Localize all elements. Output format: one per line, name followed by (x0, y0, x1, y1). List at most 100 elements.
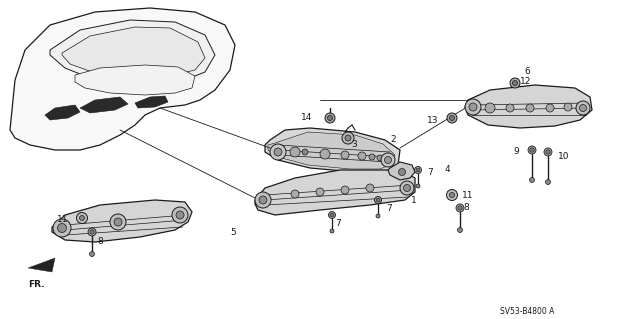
Polygon shape (62, 27, 205, 77)
Polygon shape (52, 200, 192, 242)
Circle shape (577, 104, 583, 110)
Circle shape (458, 206, 462, 210)
Circle shape (291, 190, 299, 198)
Circle shape (58, 224, 67, 233)
Circle shape (366, 184, 374, 192)
Circle shape (172, 207, 188, 223)
Polygon shape (28, 258, 55, 272)
Circle shape (274, 148, 282, 156)
Text: 5: 5 (230, 228, 236, 237)
Circle shape (416, 184, 420, 188)
Circle shape (449, 192, 454, 197)
Circle shape (546, 150, 550, 154)
Circle shape (302, 149, 308, 155)
Text: 7: 7 (427, 168, 433, 177)
Circle shape (376, 214, 380, 218)
Circle shape (403, 184, 410, 191)
Circle shape (513, 80, 518, 85)
Circle shape (114, 218, 122, 226)
Text: 14: 14 (301, 113, 312, 122)
Text: 13: 13 (426, 116, 438, 125)
Circle shape (545, 180, 550, 184)
Circle shape (447, 189, 458, 201)
Circle shape (330, 213, 334, 217)
Circle shape (415, 167, 422, 174)
Circle shape (385, 157, 392, 164)
Text: 2: 2 (390, 135, 396, 144)
Polygon shape (265, 128, 400, 172)
Circle shape (330, 229, 334, 233)
Text: 6: 6 (524, 67, 530, 76)
Circle shape (79, 216, 84, 220)
Text: 12: 12 (520, 77, 531, 86)
Circle shape (341, 151, 349, 159)
Text: 7: 7 (335, 219, 340, 228)
Circle shape (530, 148, 534, 152)
Circle shape (381, 153, 395, 167)
Circle shape (579, 105, 586, 112)
Circle shape (374, 197, 381, 204)
Circle shape (110, 214, 126, 230)
Circle shape (528, 146, 536, 154)
Polygon shape (255, 170, 415, 215)
Circle shape (255, 192, 271, 208)
Circle shape (358, 152, 366, 160)
Text: 1: 1 (411, 196, 417, 205)
Circle shape (510, 78, 520, 88)
Circle shape (328, 211, 335, 219)
Circle shape (458, 227, 463, 233)
Circle shape (328, 115, 333, 121)
Circle shape (564, 103, 572, 111)
Circle shape (320, 149, 330, 159)
Circle shape (400, 181, 414, 195)
Circle shape (447, 113, 457, 123)
Text: 10: 10 (558, 152, 570, 161)
Circle shape (270, 144, 286, 160)
Text: 8: 8 (463, 203, 468, 212)
Circle shape (290, 147, 300, 157)
Circle shape (456, 204, 464, 212)
Circle shape (377, 155, 383, 161)
Circle shape (546, 104, 554, 112)
Polygon shape (135, 96, 168, 108)
Circle shape (77, 212, 88, 224)
Circle shape (325, 113, 335, 123)
Text: 9: 9 (513, 147, 519, 156)
Circle shape (469, 103, 477, 111)
Circle shape (88, 228, 96, 236)
Text: 3: 3 (351, 140, 357, 149)
Circle shape (416, 168, 420, 172)
Circle shape (342, 132, 354, 144)
Polygon shape (388, 162, 415, 180)
Circle shape (53, 219, 71, 237)
Polygon shape (268, 132, 395, 169)
Text: 8: 8 (97, 237, 103, 246)
Text: 4: 4 (445, 165, 451, 174)
Circle shape (465, 99, 481, 115)
Circle shape (259, 196, 267, 204)
Circle shape (369, 154, 375, 160)
Text: 11: 11 (462, 191, 474, 200)
Circle shape (529, 177, 534, 182)
Circle shape (399, 168, 406, 175)
Text: 11: 11 (56, 215, 68, 224)
Circle shape (341, 186, 349, 194)
Text: SV53-B4800 A: SV53-B4800 A (500, 307, 554, 316)
Circle shape (90, 251, 95, 256)
Circle shape (345, 135, 351, 141)
Polygon shape (50, 20, 215, 83)
Text: FR.: FR. (28, 280, 45, 289)
Circle shape (316, 188, 324, 196)
Circle shape (576, 101, 590, 115)
Polygon shape (80, 97, 128, 113)
Circle shape (485, 103, 495, 113)
Circle shape (544, 148, 552, 156)
Text: 7: 7 (386, 204, 392, 213)
Circle shape (526, 104, 534, 112)
Circle shape (176, 211, 184, 219)
Circle shape (376, 198, 380, 202)
Circle shape (506, 104, 514, 112)
Polygon shape (45, 105, 80, 120)
Circle shape (90, 230, 94, 234)
Polygon shape (465, 85, 592, 128)
